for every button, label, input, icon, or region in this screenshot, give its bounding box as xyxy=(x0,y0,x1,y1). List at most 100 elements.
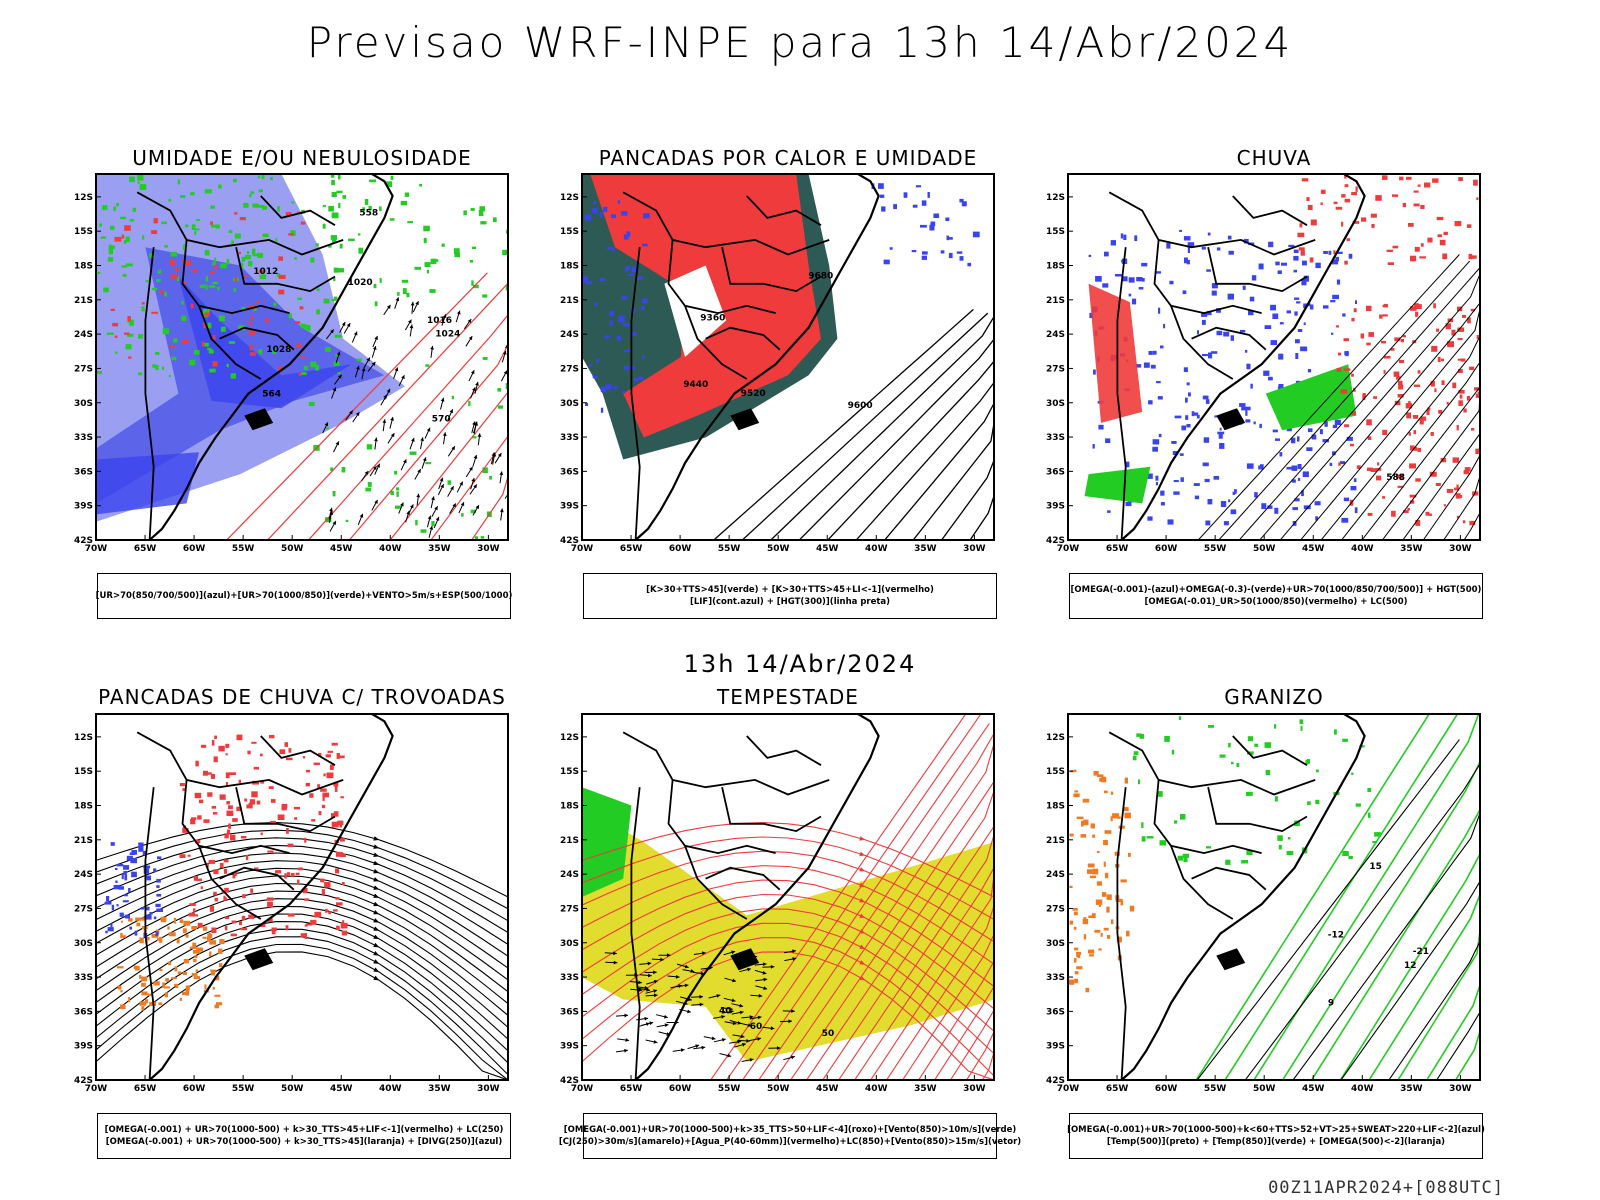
low-humidity-contour xyxy=(241,256,246,262)
low-humidity-contour xyxy=(262,233,269,237)
legend-line: [UR>70(850/700/500)](azul)+[UR>70(1000/8… xyxy=(95,591,513,601)
thunder-red-area xyxy=(284,873,287,879)
rain-red-speckle xyxy=(1406,176,1412,180)
thickness-contour xyxy=(288,233,294,236)
omega-rain-blue xyxy=(1147,473,1153,479)
thunder-red-area xyxy=(340,853,346,857)
rain-red-speckle xyxy=(1398,380,1403,386)
low-humidity-contour xyxy=(207,322,212,329)
legend-pancadas-calor: [K>30+TTS>45](verde) + [K>30+TTS>45+LI<-… xyxy=(583,573,997,619)
legend-line: [LIF](cont.azul) + [HGT(300)](linha pret… xyxy=(689,597,891,607)
thunder-red-area xyxy=(194,839,201,844)
omega-rain-blue xyxy=(1166,243,1171,249)
rain-red-speckle xyxy=(1413,384,1421,387)
rain-red-speckle xyxy=(1383,370,1386,374)
low-humidity-contour xyxy=(502,249,508,256)
thunder-red-area xyxy=(231,920,237,924)
legend-line: [Temp(500)](preto) + [Temp(850)](verde) … xyxy=(1106,1137,1446,1147)
omega-rain-blue xyxy=(1294,498,1300,502)
thunder-orange-area xyxy=(133,965,139,970)
lifted-index-contour xyxy=(594,302,598,306)
x-tick-label: 60W xyxy=(183,544,206,554)
low-humidity-contour xyxy=(122,273,127,277)
thunder-orange-area xyxy=(177,971,182,974)
thunder-red-area xyxy=(287,913,295,917)
rain-red-speckle xyxy=(1306,197,1310,201)
omega-orange-area xyxy=(1088,949,1095,954)
thunder-orange-area xyxy=(189,946,197,949)
omega-rain-blue xyxy=(1179,453,1184,456)
legend-line: [K>30+TTS>45](verde) + [K>30+TTS>45+LI<-… xyxy=(646,585,934,595)
streamline-arrow xyxy=(373,934,380,940)
omega-rain-blue xyxy=(1107,510,1111,513)
low-humidity-contour xyxy=(333,361,340,366)
thunder-red-area xyxy=(269,820,276,825)
thunder-red-area xyxy=(251,741,257,744)
thickness-dashed-line xyxy=(430,325,508,540)
temperature-850-line xyxy=(1247,736,1254,742)
omega-rain-blue xyxy=(1336,279,1341,285)
country-border xyxy=(144,247,155,540)
rain-red-speckle xyxy=(1398,384,1404,390)
rain-red-speckle xyxy=(1338,352,1342,356)
thunder-red-area xyxy=(277,814,285,820)
omega-rain-blue xyxy=(1216,247,1221,251)
country-border xyxy=(1116,787,1127,1080)
lifted-index-contour xyxy=(631,308,635,314)
low-humidity-contour xyxy=(173,338,178,343)
wind-arrowhead xyxy=(613,960,618,965)
omega-rain-blue xyxy=(1211,290,1217,296)
streamline-arrow xyxy=(373,868,380,874)
omega-rain-blue xyxy=(1294,297,1300,300)
low-humidity-contour xyxy=(252,203,259,208)
temperature-850-line xyxy=(1206,846,1212,849)
y-tick-label: 18S xyxy=(1046,802,1065,812)
low-humidity-contour xyxy=(168,375,171,378)
omega-orange-area xyxy=(1083,934,1087,940)
rain-red-speckle xyxy=(1399,359,1405,364)
temperature-850-line xyxy=(1139,734,1144,739)
rain-red-speckle xyxy=(1420,205,1425,209)
thunder-red-area xyxy=(196,878,202,882)
omega-rain-blue xyxy=(1128,277,1135,283)
omega-rain-blue xyxy=(1346,436,1353,441)
y-tick-label: 12S xyxy=(1046,193,1065,203)
x-tick-label: 40W xyxy=(865,1084,888,1094)
thunder-red-area xyxy=(201,744,207,748)
omega-rain-blue xyxy=(1270,304,1276,311)
low-humidity-contour xyxy=(245,254,251,260)
temperature-850-line xyxy=(1274,724,1277,729)
thunder-orange-area xyxy=(157,938,160,941)
omega-rain-blue xyxy=(1234,489,1237,494)
temperature-850-line xyxy=(1183,857,1188,863)
wind-arrowhead xyxy=(374,336,378,340)
panel-title-umidade: UMIDADE E/OU NEBULOSIDADE xyxy=(132,146,472,170)
rain-red-speckle xyxy=(1434,388,1437,393)
x-tick-label: 50W xyxy=(281,1084,304,1094)
omega-rain-blue xyxy=(1258,465,1264,470)
thickness-contour xyxy=(114,236,122,242)
x-tick-label: 55W xyxy=(232,1084,255,1094)
precipitable-water-line xyxy=(885,814,994,1080)
low-humidity-contour xyxy=(369,179,376,183)
rain-red-speckle xyxy=(1406,412,1411,419)
wind-arrowhead xyxy=(417,469,421,474)
lifted-index-contour xyxy=(592,375,598,379)
temperature-850-line xyxy=(1281,732,1480,1080)
low-humidity-contour xyxy=(303,366,308,370)
lifted-index-contour xyxy=(616,335,622,341)
low-humidity-contour xyxy=(331,299,337,302)
omega-rain-blue xyxy=(1259,423,1262,429)
thunder-red-area xyxy=(310,919,317,925)
thunder-red-area xyxy=(219,794,226,800)
omega-rain-blue xyxy=(1332,451,1336,456)
country-border xyxy=(746,735,822,766)
plot-frame xyxy=(95,173,509,541)
country-border xyxy=(705,866,781,891)
wind-arrowhead xyxy=(341,322,346,327)
divergence-blue xyxy=(138,846,144,852)
wind-arrowhead xyxy=(624,1013,628,1018)
low-humidity-contour xyxy=(158,269,162,274)
low-humidity-contour xyxy=(345,519,349,522)
low-humidity-contour xyxy=(141,306,145,312)
